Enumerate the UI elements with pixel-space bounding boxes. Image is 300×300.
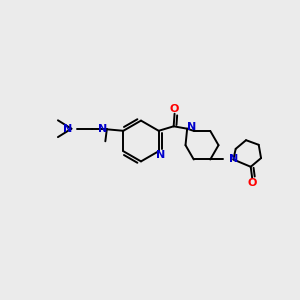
Text: O: O <box>170 104 179 115</box>
Text: N: N <box>187 122 196 133</box>
Text: N: N <box>229 154 238 164</box>
Text: N: N <box>156 150 165 160</box>
Text: N: N <box>98 124 108 134</box>
Text: O: O <box>248 178 257 188</box>
Text: N: N <box>63 124 72 134</box>
